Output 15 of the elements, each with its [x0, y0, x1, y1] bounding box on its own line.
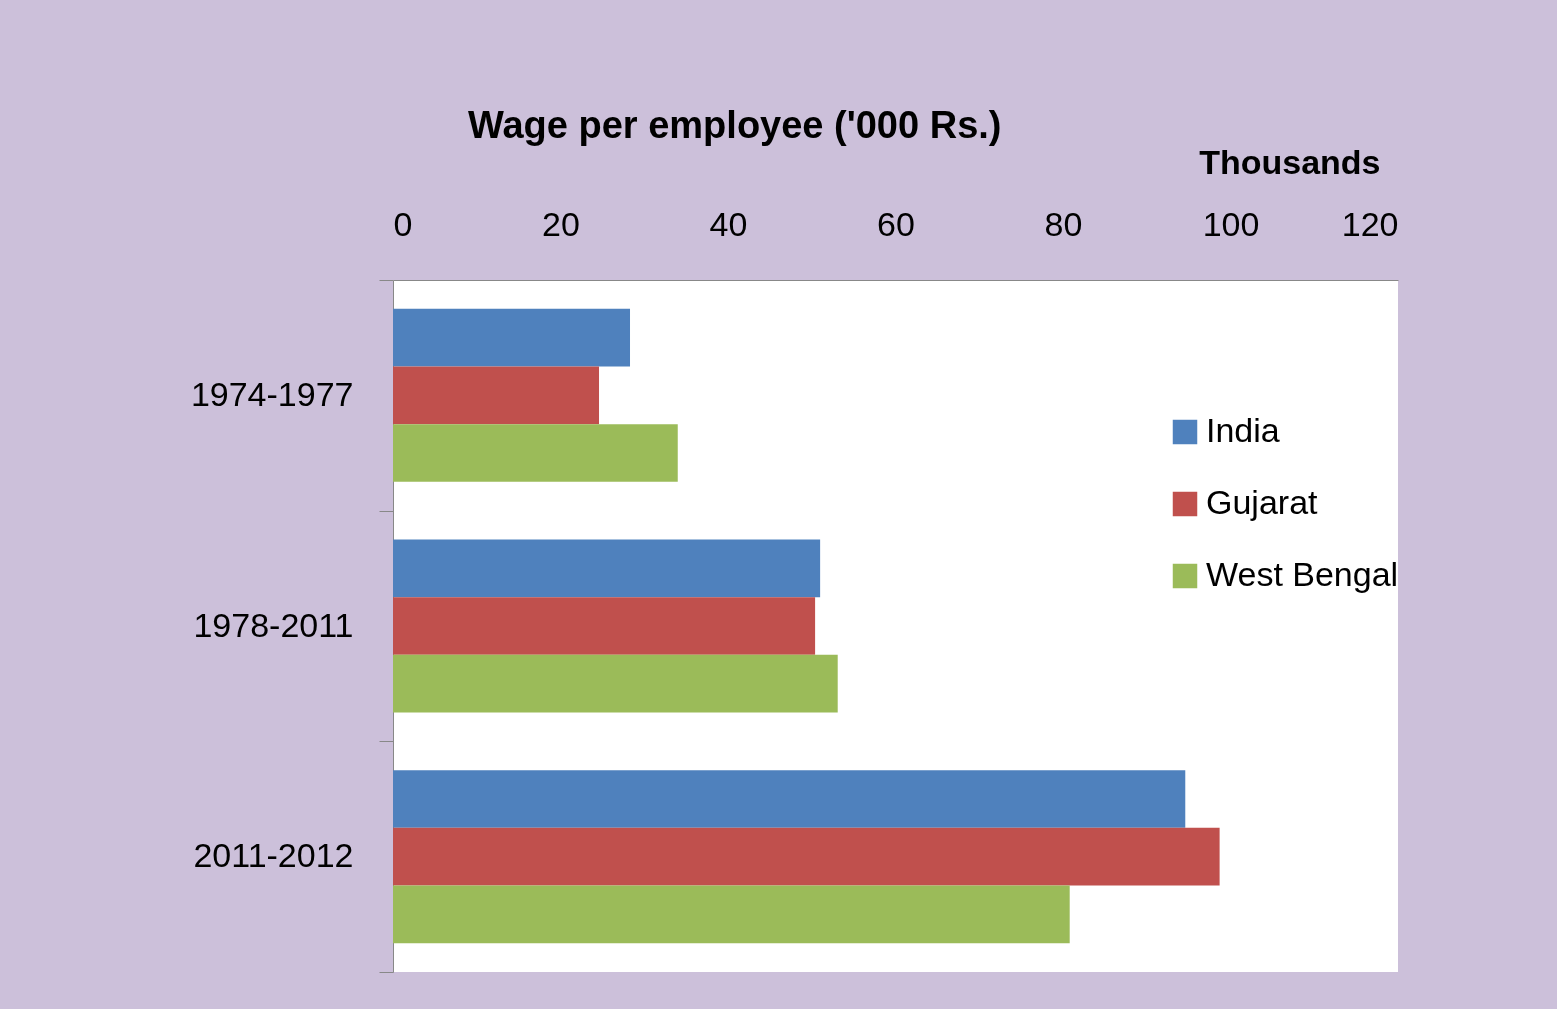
- x-tick-label: 100: [1202, 204, 1260, 243]
- legend-label: West Bengal: [1206, 555, 1399, 593]
- x-tick-label: 120: [1341, 204, 1399, 243]
- x-tick-label: 0: [393, 204, 413, 243]
- y-tick-label: 1978-2011: [193, 605, 354, 644]
- x-tick-label: 40: [709, 204, 748, 243]
- x-tick-label: 80: [1044, 204, 1083, 243]
- y-tick-label: 2011-2012: [193, 836, 354, 875]
- x-axis-title: Thousands: [1199, 142, 1381, 181]
- x-tick-label: 60: [877, 204, 915, 243]
- legend-label: India: [1206, 411, 1280, 449]
- y-tick-label: 1974-1977: [190, 374, 354, 413]
- legend-label: Gujarat: [1206, 483, 1319, 521]
- chart-title: Wage per employee ('000 Rs.): [468, 104, 1002, 146]
- x-tick-label: 20: [542, 204, 580, 243]
